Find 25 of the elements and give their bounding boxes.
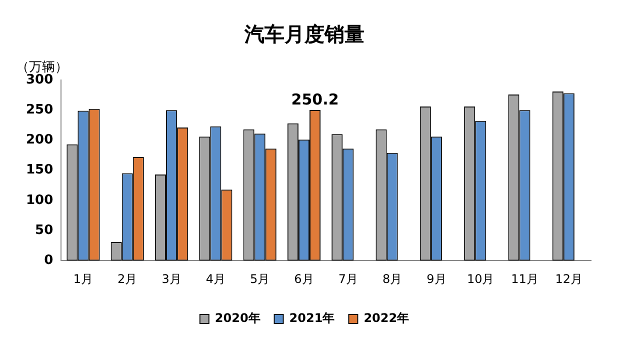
x-tick-label: 8月 — [382, 272, 402, 286]
x-tick-label: 6月 — [294, 272, 314, 286]
x-tick-label: 1月 — [73, 272, 94, 286]
x-tick-label: 9月 — [426, 272, 446, 286]
y-tick-label: 0 — [44, 252, 54, 268]
y-tick-label: 150 — [26, 162, 54, 178]
x-tick-label: 3月 — [162, 272, 182, 286]
y-tick-label: 100 — [26, 192, 54, 208]
legend-label: 2020年 — [214, 311, 260, 326]
x-tick-label: 2月 — [118, 272, 138, 286]
x-tick-label: 5月 — [250, 272, 270, 286]
y-tick-label: 250 — [26, 102, 54, 118]
y-tick-label: 200 — [26, 132, 54, 148]
legend-label: 2022年 — [364, 311, 410, 326]
chart-title: 汽车月度销量 — [244, 22, 364, 46]
x-tick-label: 11月 — [511, 272, 538, 286]
x-tick-label: 12月 — [555, 272, 583, 286]
y-tick-label: 50 — [35, 222, 54, 238]
y-tick-label: 300 — [26, 72, 54, 88]
data-label: 250.2 — [291, 90, 339, 108]
x-tick-label: 10月 — [466, 272, 494, 286]
x-tick-label: 7月 — [338, 272, 358, 286]
y-axis-title: （万辆） — [16, 60, 68, 75]
legend-label: 2021年 — [289, 311, 335, 326]
x-tick-label: 4月 — [206, 272, 226, 286]
